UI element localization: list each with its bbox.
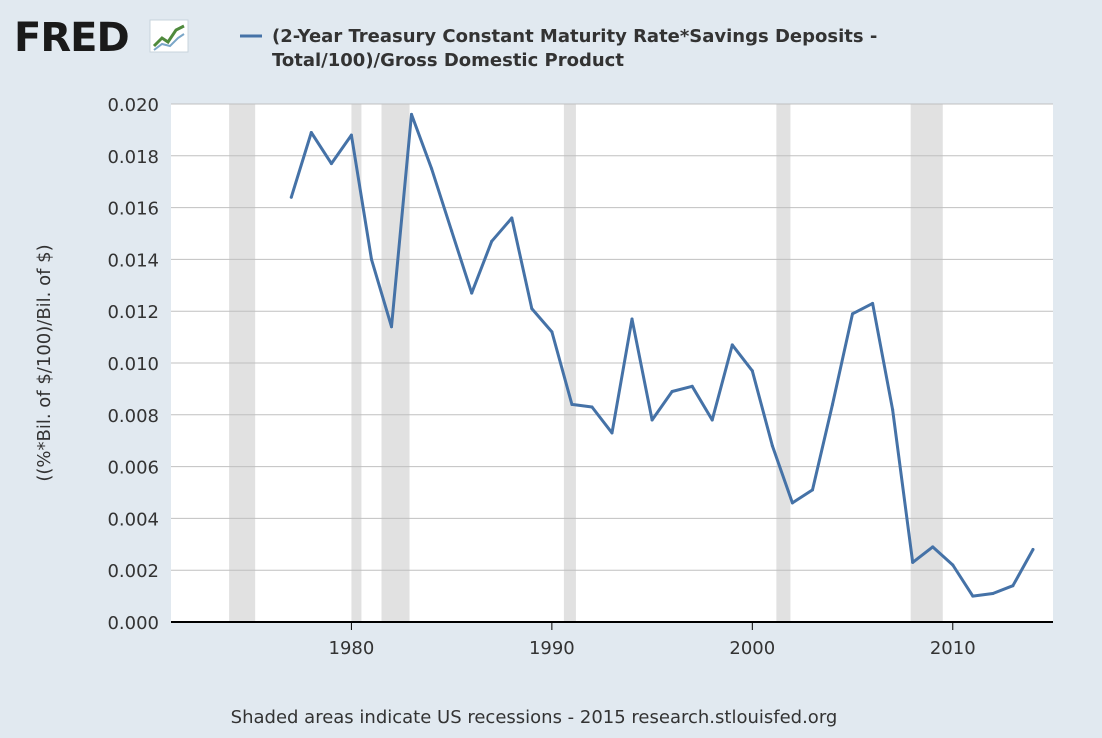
y-tick-label: 0.010	[107, 354, 159, 375]
data-point	[650, 418, 654, 422]
y-tick-label: 0.000	[107, 613, 159, 634]
chart-title-line-2: Total/100)/Gross Domestic Product	[272, 50, 624, 71]
y-tick-label: 0.018	[107, 147, 159, 168]
x-axis-ticks: 1980 1990 2000 2010	[329, 622, 976, 659]
data-point	[390, 325, 393, 329]
x-tick-label: 1980	[329, 638, 375, 659]
y-tick-label: 0.012	[107, 302, 159, 323]
data-point	[530, 307, 534, 311]
chart-legend: (2-Year Treasury Constant Maturity Rate*…	[240, 26, 877, 71]
data-point	[309, 130, 313, 134]
data-point	[931, 545, 935, 549]
data-point	[430, 167, 434, 171]
data-point	[1011, 584, 1015, 588]
data-point	[369, 257, 373, 261]
series-layer	[289, 112, 1035, 598]
data-point	[329, 162, 333, 166]
fred-logo-graph-icon	[149, 19, 189, 53]
y-tick-label: 0.006	[107, 458, 159, 479]
data-point	[289, 195, 293, 199]
data-point	[911, 560, 915, 564]
data-point	[490, 239, 494, 243]
data-point	[349, 133, 353, 137]
data-point	[831, 402, 834, 406]
data-point	[951, 563, 955, 567]
y-tick-label: 0.008	[107, 406, 159, 427]
x-tick-label: 1990	[529, 638, 575, 659]
chart-title-line-1: (2-Year Treasury Constant Maturity Rate*…	[272, 26, 877, 47]
data-point	[510, 216, 514, 220]
series-line-0	[289, 112, 1035, 598]
data-point	[851, 312, 855, 316]
data-point	[730, 343, 734, 347]
y-tick-label: 0.016	[107, 199, 159, 220]
data-point	[770, 444, 774, 448]
data-point	[1031, 547, 1035, 551]
data-point	[590, 405, 594, 409]
data-point	[891, 408, 895, 412]
data-point	[710, 418, 714, 422]
data-point	[871, 301, 875, 305]
y-tick-label: 0.020	[107, 95, 159, 116]
data-point	[750, 369, 754, 373]
data-point	[670, 389, 674, 393]
y-tick-label: 0.014	[107, 250, 159, 271]
footer-note: Shaded areas indicate US recessions - 20…	[231, 707, 838, 728]
data-point	[570, 402, 574, 406]
data-point	[550, 330, 554, 334]
x-tick-label: 2010	[930, 638, 976, 659]
data-point	[610, 431, 614, 435]
y-axis-label: ((%*Bil. of $/100)/Bil. of $)	[34, 244, 55, 481]
y-axis-ticks: 0.000 0.002 0.004 0.006 0.008 0.010 0.012 0.014…	[107, 95, 159, 634]
data-point	[971, 594, 975, 598]
data-point	[450, 229, 454, 233]
data-point	[810, 488, 814, 492]
data-point	[630, 317, 634, 321]
fred-logo-text: FRED	[14, 15, 129, 61]
data-point	[410, 112, 414, 116]
x-tick-label: 2000	[729, 638, 775, 659]
fred-logo[interactable]: FRED	[14, 15, 189, 61]
data-point	[470, 291, 474, 295]
y-tick-label: 0.004	[107, 509, 159, 530]
data-point	[790, 501, 794, 505]
data-point	[690, 384, 694, 388]
y-tick-label: 0.002	[107, 561, 159, 582]
data-point	[991, 592, 995, 596]
